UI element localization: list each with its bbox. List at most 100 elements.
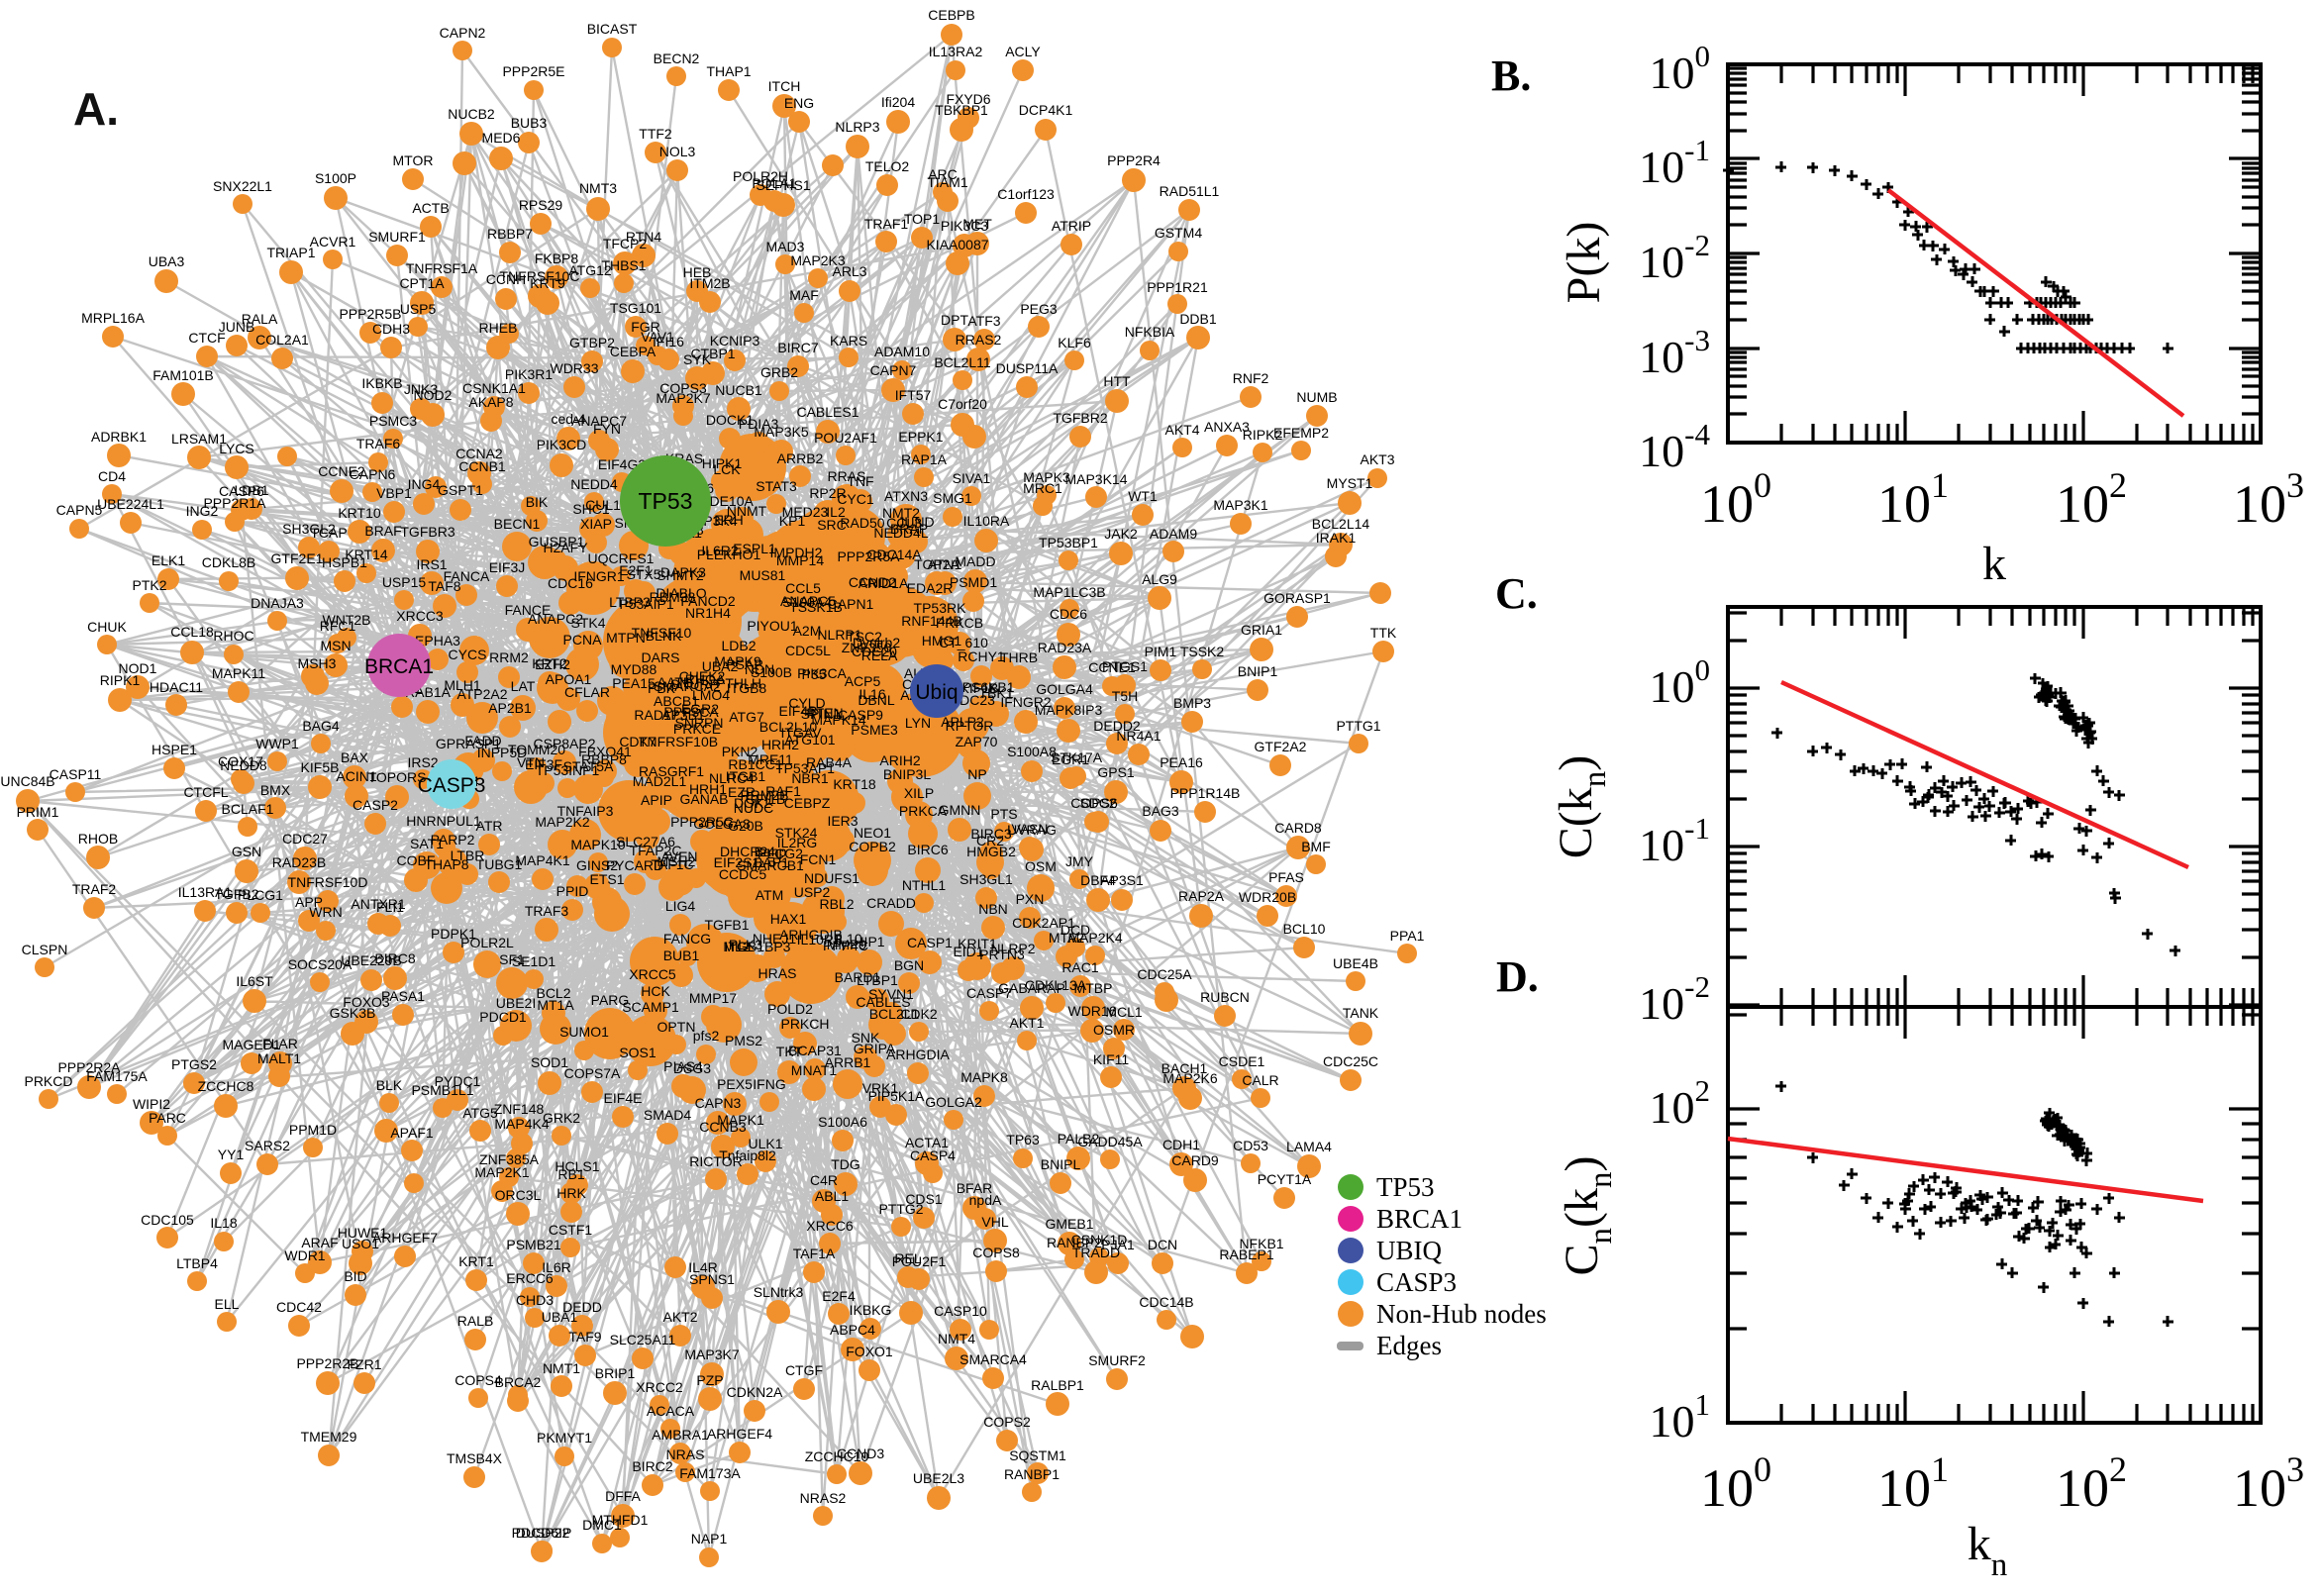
svg-text:GSPT1: GSPT1	[438, 482, 483, 498]
svg-text:HDAC11: HDAC11	[150, 679, 203, 695]
svg-text:ATG5: ATG5	[462, 1105, 498, 1121]
svg-text:ZCCHC8: ZCCHC8	[198, 1078, 254, 1094]
svg-text:ANAPC2: ANAPC2	[528, 611, 583, 627]
svg-text:HIP1: HIP1	[854, 934, 884, 949]
svg-text:NR1H4: NR1H4	[685, 605, 731, 621]
svg-text:NEDD4: NEDD4	[570, 476, 618, 492]
svg-text:OPTN: OPTN	[657, 1019, 696, 1035]
svg-text:SHMT2: SHMT2	[656, 567, 704, 583]
svg-text:TRADD: TRADD	[1072, 1245, 1120, 1260]
svg-text:RBBP8: RBBP8	[581, 751, 627, 767]
svg-text:CASP3: CASP3	[418, 774, 486, 797]
svg-text:MAPK11: MAPK11	[212, 665, 265, 681]
svg-text:102: 102	[2056, 1449, 2127, 1518]
svg-text:BFAR: BFAR	[957, 1180, 993, 1196]
svg-text:SLNtrk3: SLNtrk3	[754, 1284, 804, 1300]
svg-text:CDC6: CDC6	[1050, 606, 1087, 622]
svg-text:MRE11: MRE11	[748, 751, 793, 767]
svg-text:DEDD: DEDD	[562, 1299, 602, 1315]
svg-text:VASN: VASN	[1011, 821, 1048, 837]
svg-text:KIF11: KIF11	[1093, 1051, 1130, 1067]
svg-text:FGR: FGR	[631, 319, 660, 335]
svg-text:ITCH: ITCH	[768, 78, 801, 94]
svg-text:SCAMP1: SCAMP1	[622, 999, 679, 1015]
svg-text:CDC20: CDC20	[852, 644, 897, 659]
svg-text:ZNF148: ZNF148	[494, 1101, 545, 1117]
svg-text:FLAR: FLAR	[262, 1036, 298, 1051]
svg-text:WDR33: WDR33	[550, 360, 598, 376]
svg-text:AVEN: AVEN	[660, 848, 697, 864]
svg-text:TSSK2: TSSK2	[1180, 644, 1225, 659]
svg-text:RABEP1: RABEP1	[1219, 1247, 1273, 1262]
svg-text:MAPK8IP3: MAPK8IP3	[1035, 702, 1103, 718]
svg-text:FAM101B: FAM101B	[152, 367, 213, 383]
svg-text:EIF2S1: EIF2S1	[714, 854, 760, 870]
svg-text:RANBP1: RANBP1	[1004, 1466, 1060, 1482]
svg-text:C1orf123: C1orf123	[997, 186, 1055, 202]
svg-text:CSDE1: CSDE1	[1219, 1053, 1265, 1069]
svg-text:MSH3: MSH3	[298, 655, 337, 671]
svg-text:AMBRA1: AMBRA1	[652, 1427, 709, 1443]
svg-text:WNT2B: WNT2B	[323, 612, 371, 628]
svg-text:YY1: YY1	[218, 1147, 245, 1162]
svg-text:ORC3L: ORC3L	[495, 1187, 542, 1203]
svg-text:IFNGR2: IFNGR2	[1000, 694, 1052, 710]
svg-text:MAGED1: MAGED1	[222, 1037, 280, 1052]
svg-text:SH3GL1: SH3GL1	[960, 871, 1013, 887]
svg-text:RASGRF1: RASGRF1	[639, 763, 704, 779]
svg-text:PDPK1: PDPK1	[431, 926, 476, 942]
svg-text:C4R: C4R	[810, 1172, 838, 1188]
svg-text:ATG12: ATG12	[568, 262, 612, 278]
svg-text:AP3B1: AP3B1	[661, 707, 705, 723]
svg-text:GSN: GSN	[232, 844, 261, 859]
svg-text:P(k): P(k)	[1558, 222, 1610, 304]
svg-text:CD53: CD53	[1233, 1138, 1268, 1153]
svg-text:IL10RA: IL10RA	[963, 513, 1010, 529]
svg-text:PLCG1: PLCG1	[238, 887, 283, 903]
svg-text:FLI1: FLI1	[376, 899, 404, 915]
svg-text:Tnfaip8l2: Tnfaip8l2	[719, 1147, 776, 1163]
svg-text:PPP2R2B: PPP2R2B	[296, 1355, 358, 1371]
svg-text:RPTOR: RPTOR	[946, 718, 994, 734]
svg-text:NEDD4L: NEDD4L	[873, 525, 928, 541]
svg-text:KRT9: KRT9	[530, 275, 565, 291]
svg-text:JUND: JUND	[897, 514, 934, 530]
svg-text:COX17: COX17	[218, 753, 263, 769]
svg-text:HRH2: HRH2	[761, 737, 799, 752]
svg-text:COBF: COBF	[397, 852, 436, 868]
svg-text:PSMB1L1: PSMB1L1	[411, 1082, 473, 1098]
svg-text:ETS1: ETS1	[589, 871, 624, 887]
svg-text:TRAF6: TRAF6	[356, 436, 401, 451]
svg-text:ACLY: ACLY	[1005, 44, 1041, 59]
svg-text:RIPK2: RIPK2	[1243, 427, 1283, 443]
svg-text:IER3: IER3	[827, 813, 858, 829]
svg-text:POU2AF1: POU2AF1	[814, 430, 877, 446]
svg-text:SF1: SF1	[499, 951, 525, 967]
svg-text:SRC: SRC	[817, 517, 847, 533]
svg-text:UVRAG: UVRAG	[1007, 822, 1057, 838]
svg-text:DIABLO: DIABLO	[656, 585, 706, 601]
svg-text:MAP1LC3B: MAP1LC3B	[1033, 584, 1105, 600]
svg-text:T5H: T5H	[1112, 688, 1138, 704]
svg-text:LYN: LYN	[905, 715, 931, 731]
svg-text:CDC27: CDC27	[282, 831, 328, 847]
svg-text:CTCFL: CTCFL	[183, 784, 228, 800]
svg-text:WWP1: WWP1	[255, 736, 299, 751]
svg-text:MADD: MADD	[955, 553, 995, 569]
svg-text:PSAP: PSAP	[726, 656, 762, 672]
svg-text:TKT: TKT	[776, 1044, 803, 1059]
svg-text:IL4R: IL4R	[688, 1259, 718, 1275]
svg-text:NEO1: NEO1	[854, 825, 891, 841]
svg-text:GTBP2: GTBP2	[569, 335, 615, 350]
svg-text:GSTM4: GSTM4	[1155, 225, 1202, 241]
svg-text:TMEM29: TMEM29	[301, 1429, 357, 1445]
svg-text:BIRC6: BIRC6	[907, 842, 948, 857]
svg-text:CCNE2: CCNE2	[318, 463, 365, 479]
svg-text:EIF3F: EIF3F	[525, 756, 562, 772]
svg-text:GMNN: GMNN	[939, 802, 981, 818]
svg-text:PLEKHO1: PLEKHO1	[697, 547, 761, 562]
svg-text:UBA1: UBA1	[542, 1309, 578, 1325]
svg-text:SQSTM1: SQSTM1	[1009, 1447, 1066, 1463]
svg-text:BIRC3: BIRC3	[970, 826, 1011, 842]
svg-text:SNK: SNK	[852, 1030, 880, 1046]
